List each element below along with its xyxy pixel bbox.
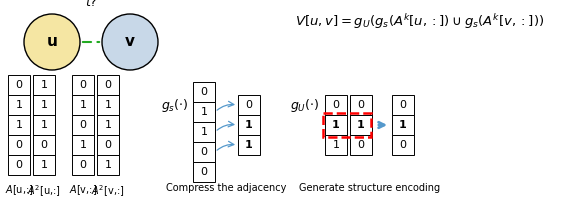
Bar [350, 115, 372, 135]
Bar [97, 95, 119, 115]
Text: 1: 1 [40, 120, 47, 130]
Bar [392, 135, 414, 155]
Text: 1: 1 [16, 100, 23, 110]
Bar [193, 142, 215, 162]
Bar [350, 135, 372, 155]
Bar [193, 162, 215, 182]
Text: 1: 1 [105, 160, 112, 170]
Text: $t?$: $t?$ [85, 0, 98, 9]
Text: v: v [125, 34, 135, 50]
Bar [8, 115, 30, 135]
Bar [97, 75, 119, 95]
Bar [33, 135, 55, 155]
Bar [33, 95, 55, 115]
Text: 1: 1 [16, 120, 23, 130]
Text: 0: 0 [200, 147, 207, 157]
Text: 1: 1 [40, 160, 47, 170]
Text: 0: 0 [332, 100, 339, 110]
Text: 0: 0 [40, 140, 47, 150]
Text: u: u [47, 34, 57, 50]
Text: 0: 0 [399, 140, 406, 150]
Text: 0: 0 [105, 140, 112, 150]
Text: 1: 1 [245, 120, 253, 130]
Text: $A$[v,:]: $A$[v,:] [69, 183, 97, 197]
Text: 1: 1 [200, 107, 207, 117]
Text: $A$[u,:]: $A$[u,:] [5, 183, 33, 197]
Text: 0: 0 [16, 140, 23, 150]
Text: 0: 0 [399, 100, 406, 110]
Bar [8, 155, 30, 175]
Text: 1: 1 [399, 120, 407, 130]
Bar [238, 115, 260, 135]
Text: $V[u,v] = g_U(g_s(A^k[u,:])\cup g_s(A^k[v,:]))$: $V[u,v] = g_U(g_s(A^k[u,:])\cup g_s(A^k[… [296, 13, 545, 32]
Text: 1: 1 [79, 140, 86, 150]
Bar [72, 95, 94, 115]
Text: 0: 0 [200, 167, 207, 177]
Text: 1: 1 [200, 127, 207, 137]
Bar [325, 135, 347, 155]
Bar [97, 115, 119, 135]
Text: 1: 1 [332, 140, 339, 150]
Bar [193, 122, 215, 142]
Text: 0: 0 [16, 160, 23, 170]
Text: 0: 0 [357, 100, 364, 110]
Bar [193, 82, 215, 102]
Bar [33, 115, 55, 135]
Text: 0: 0 [105, 80, 112, 90]
Text: $A^2$[v,:]: $A^2$[v,:] [91, 183, 125, 199]
Bar [72, 115, 94, 135]
Bar [72, 75, 94, 95]
Bar [33, 75, 55, 95]
Text: 1: 1 [105, 120, 112, 130]
Bar [193, 102, 215, 122]
Text: $g_s(\cdot)$: $g_s(\cdot)$ [161, 97, 189, 113]
Text: Compress the adjacency: Compress the adjacency [166, 183, 287, 193]
Bar [392, 95, 414, 115]
Text: 0: 0 [79, 120, 86, 130]
Bar [325, 115, 347, 135]
Text: 1: 1 [245, 140, 253, 150]
Bar [392, 115, 414, 135]
Text: 1: 1 [332, 120, 340, 130]
Bar [8, 95, 30, 115]
Bar [72, 155, 94, 175]
Bar [238, 135, 260, 155]
Circle shape [24, 14, 80, 70]
Bar [323, 113, 371, 137]
Text: 0: 0 [245, 100, 252, 110]
Bar [238, 95, 260, 115]
Text: 0: 0 [16, 80, 23, 90]
Text: 1: 1 [40, 100, 47, 110]
Text: 1: 1 [105, 100, 112, 110]
Circle shape [102, 14, 158, 70]
Text: 1: 1 [40, 80, 47, 90]
Text: 0: 0 [357, 140, 364, 150]
Bar [8, 75, 30, 95]
Text: 0: 0 [79, 80, 86, 90]
Text: 0: 0 [79, 160, 86, 170]
Bar [325, 95, 347, 115]
Text: $A^2$[u,:]: $A^2$[u,:] [27, 183, 61, 199]
Text: $g_U(\cdot)$: $g_U(\cdot)$ [290, 97, 319, 113]
Bar [33, 155, 55, 175]
Bar [97, 155, 119, 175]
Text: 1: 1 [357, 120, 365, 130]
Bar [350, 95, 372, 115]
Text: Generate structure encoding: Generate structure encoding [299, 183, 440, 193]
Text: 1: 1 [79, 100, 86, 110]
Text: 0: 0 [200, 87, 207, 97]
Bar [72, 135, 94, 155]
Bar [97, 135, 119, 155]
Bar [8, 135, 30, 155]
